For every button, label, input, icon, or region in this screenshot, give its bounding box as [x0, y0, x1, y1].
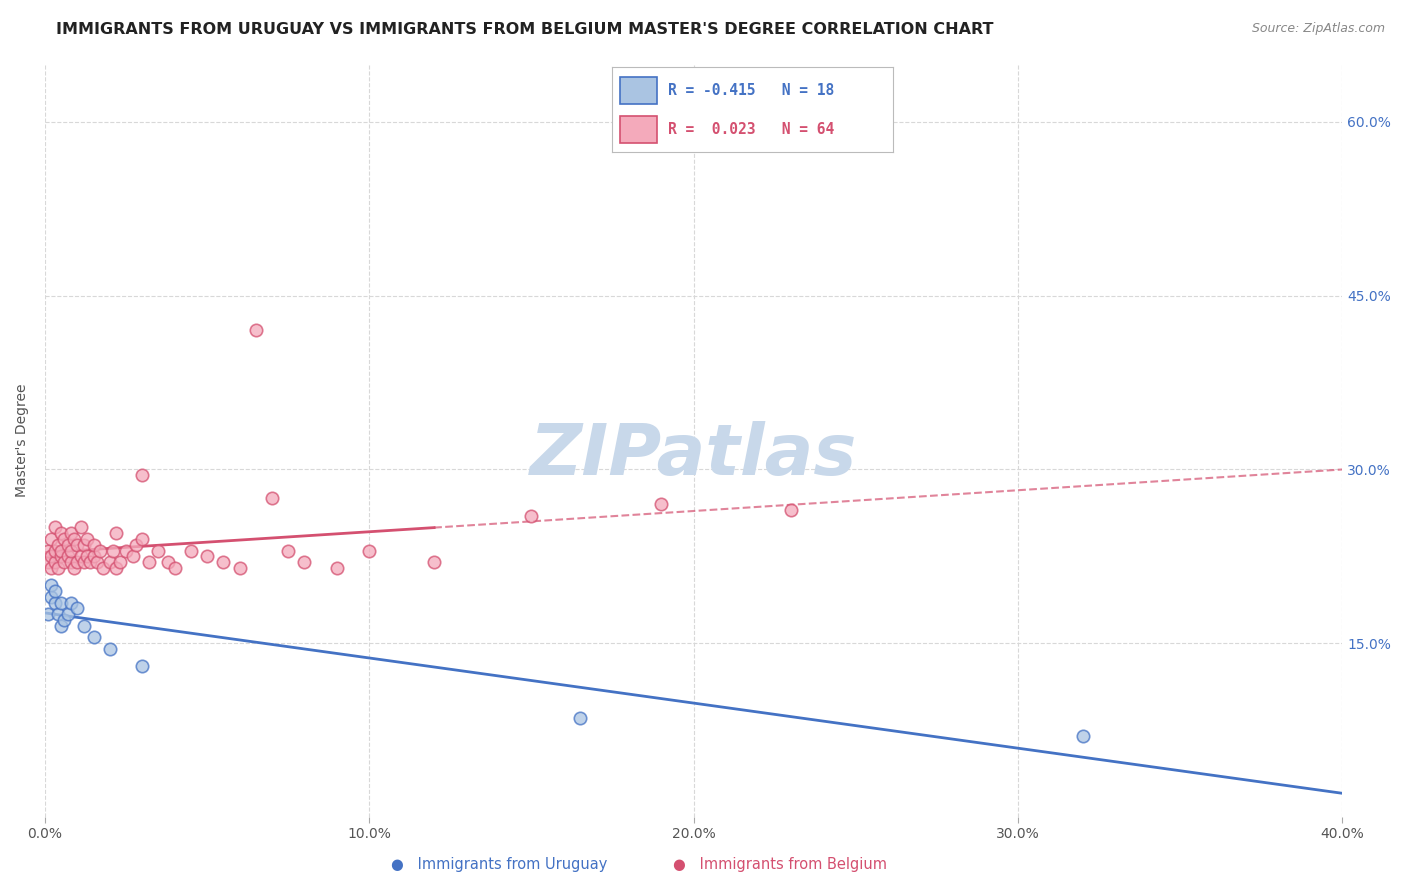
Point [44, 555, 66, 569]
Point [44, 584, 66, 599]
Point [277, 543, 299, 558]
Point [326, 561, 349, 575]
Point [51, 543, 73, 558]
Point [650, 497, 672, 511]
Text: ●   Immigrants from Belgium: ● Immigrants from Belgium [673, 857, 887, 872]
Point [44, 543, 66, 558]
Point [89, 543, 111, 558]
Point [148, 543, 170, 558]
Point [93, 561, 115, 575]
Point [98, 642, 121, 657]
Text: Source: ZipAtlas.com: Source: ZipAtlas.com [1251, 22, 1385, 36]
Point [63, 561, 86, 575]
Point [520, 508, 543, 523]
Point [131, 468, 153, 483]
Point [105, 561, 128, 575]
Point [121, 549, 143, 564]
Point [56, 549, 79, 564]
Point [41, 532, 63, 546]
Point [101, 543, 124, 558]
Point [76, 532, 98, 546]
Point [44, 596, 66, 610]
Point [41, 590, 63, 604]
Point [569, 711, 592, 725]
Point [53, 532, 76, 546]
Point [195, 549, 218, 564]
Point [1071, 729, 1094, 743]
Point [423, 555, 446, 569]
Point [66, 601, 89, 615]
Point [41, 549, 63, 564]
Point [212, 555, 235, 569]
Point [66, 538, 89, 552]
Point [83, 538, 105, 552]
Text: R = -0.415   N = 18: R = -0.415 N = 18 [668, 83, 834, 98]
Point [163, 561, 186, 575]
Point [125, 538, 148, 552]
Point [294, 555, 316, 569]
Point [59, 555, 82, 569]
Point [98, 555, 121, 569]
Point [41, 561, 63, 575]
Point [46, 538, 69, 552]
Point [51, 596, 73, 610]
Point [56, 607, 79, 622]
Point [51, 619, 73, 633]
Point [245, 323, 267, 337]
Point [69, 520, 91, 534]
Bar [620, 77, 657, 104]
Point [37, 607, 59, 622]
Point [63, 532, 86, 546]
Point [780, 503, 803, 517]
Point [108, 555, 131, 569]
Point [46, 607, 69, 622]
Y-axis label: Master's Degree: Master's Degree [15, 384, 30, 497]
Point [131, 659, 153, 673]
Bar [620, 116, 657, 143]
Point [105, 526, 128, 541]
Point [73, 555, 96, 569]
Point [260, 491, 283, 506]
Point [53, 613, 76, 627]
Point [51, 526, 73, 541]
Point [79, 555, 101, 569]
Point [37, 543, 59, 558]
Point [83, 631, 105, 645]
Point [69, 549, 91, 564]
Point [59, 526, 82, 541]
Point [41, 578, 63, 592]
Point [157, 555, 180, 569]
Point [37, 555, 59, 569]
Point [131, 532, 153, 546]
Point [228, 561, 250, 575]
Point [56, 538, 79, 552]
Point [83, 549, 105, 564]
Point [115, 543, 138, 558]
Text: ●   Immigrants from Uruguay: ● Immigrants from Uruguay [391, 857, 607, 872]
Point [51, 549, 73, 564]
Point [76, 549, 98, 564]
Text: ZIPatlas: ZIPatlas [530, 421, 858, 490]
Point [73, 538, 96, 552]
Point [53, 555, 76, 569]
Point [59, 596, 82, 610]
Point [44, 520, 66, 534]
Point [46, 561, 69, 575]
Point [180, 543, 202, 558]
Text: R =  0.023   N = 64: R = 0.023 N = 64 [668, 122, 834, 137]
Point [86, 555, 108, 569]
Text: IMMIGRANTS FROM URUGUAY VS IMMIGRANTS FROM BELGIUM MASTER'S DEGREE CORRELATION C: IMMIGRANTS FROM URUGUAY VS IMMIGRANTS FR… [56, 22, 994, 37]
Point [59, 543, 82, 558]
Point [73, 619, 96, 633]
Point [138, 555, 160, 569]
Point [66, 555, 89, 569]
Point [359, 543, 381, 558]
